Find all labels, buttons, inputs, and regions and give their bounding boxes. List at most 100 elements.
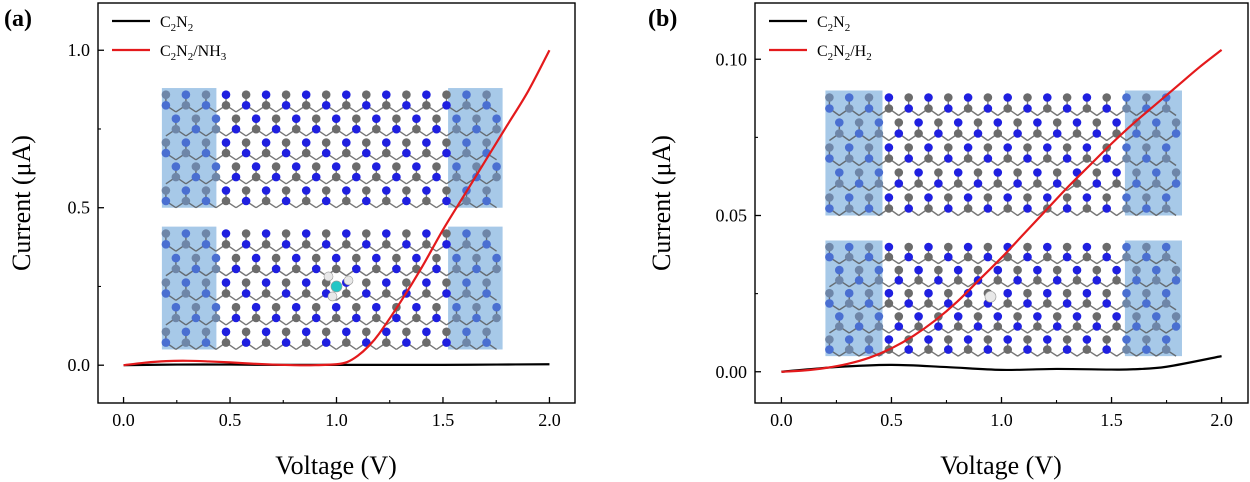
- inset-bottom-structure-atom: [161, 240, 171, 249]
- inset-bottom-structure-atom: [402, 240, 411, 249]
- x-tick-label: 1.5: [432, 410, 455, 430]
- inset-bottom-structure-atom: [1161, 335, 1171, 344]
- inset-bottom-structure-atom: [1033, 312, 1042, 321]
- inset-top-structure-atom: [311, 114, 321, 123]
- inset-top-structure-atom: [1161, 204, 1171, 213]
- legend-label: C2N2: [817, 14, 850, 34]
- inset-bottom-structure-atom: [1171, 322, 1181, 331]
- inset-top-structure-atom: [392, 114, 401, 123]
- inset-bottom-structure-atom: [432, 302, 441, 312]
- inset-bottom-structure-atom: [1092, 265, 1102, 275]
- inset-top-structure-atom: [171, 114, 181, 123]
- inset-top-structure-atom: [1013, 179, 1022, 188]
- inset-bottom-structure-atom: [1102, 242, 1111, 252]
- inset-top-structure-atom: [914, 129, 923, 138]
- inset-bottom-structure-atom: [844, 242, 854, 252]
- inset-top-structure-atom: [1161, 93, 1171, 102]
- inset-bottom-structure-atom: [181, 338, 191, 347]
- inset-bottom-structure-atom: [1152, 265, 1161, 275]
- inset-bottom-structure-atom: [1033, 322, 1042, 331]
- inset-top-structure-atom: [412, 162, 421, 171]
- inset-top-structure-atom: [382, 196, 391, 206]
- inset-bottom-structure-atom: [231, 302, 241, 312]
- inset-top-structure-atom: [482, 186, 491, 195]
- series-group-a: [123, 49, 551, 367]
- inset-top-structure-atom: [1112, 168, 1121, 177]
- inset-top-structure-atom: [462, 196, 471, 206]
- inset-bottom-structure-atom: [1072, 322, 1082, 331]
- inset-bottom-structure-atom: [1132, 265, 1141, 275]
- inset-bottom-structure-atom: [1142, 242, 1151, 252]
- inset-bottom-structure-atom: [342, 240, 351, 249]
- inset-top-structure-atom: [1082, 154, 1092, 163]
- inset-bottom-structure-atom: [1013, 276, 1022, 285]
- inset-top-structure-atom: [482, 138, 491, 147]
- series-line-c2n2-nh3: [123, 49, 551, 367]
- inset-bottom-structure-adsorbate-atom: [330, 280, 343, 293]
- inset-top-structure-atom: [402, 148, 411, 158]
- inset-bottom-structure-atom: [1013, 322, 1022, 331]
- inset-bottom-structure-atom: [362, 240, 371, 249]
- inset-bottom-structure-atom: [1112, 312, 1121, 321]
- inset-bottom-structure-atom: [1082, 252, 1092, 262]
- inset-top-structure-atom: [321, 186, 331, 195]
- inset-bottom-structure-atom: [171, 313, 181, 323]
- inset-bottom-structure-atom: [331, 253, 341, 263]
- inset-bottom-structure-atom: [462, 289, 471, 298]
- inset-top-structure-atom: [221, 148, 231, 158]
- inset-bottom-structure-atom: [835, 312, 844, 321]
- inset-top-structure-atom: [993, 179, 1003, 188]
- inset-top-structure-atom: [301, 196, 311, 206]
- inset-bottom-structure-atom: [402, 278, 411, 287]
- inset-bottom-structure-atom: [1142, 335, 1151, 344]
- inset-bottom-structure-atom: [944, 288, 953, 298]
- inset-bottom-structure-atom: [362, 327, 371, 337]
- inset-bottom-structure-atom: [281, 338, 291, 347]
- inset-bottom-structure-atom: [442, 338, 451, 347]
- inset-bottom-structure-atom: [1102, 345, 1111, 354]
- inset-bottom-structure-atom: [1132, 322, 1141, 331]
- inset-top-structure-atom: [201, 148, 211, 158]
- inset-bottom-structure-atom: [884, 252, 894, 262]
- x-tick-label: 0.5: [219, 410, 242, 430]
- inset-top-structure-atom: [472, 114, 481, 123]
- inset-bottom-structure-atom: [1072, 312, 1082, 321]
- inset-top-structure-atom: [301, 90, 311, 99]
- inset-bottom-structure-atom: [1072, 265, 1082, 275]
- inset-top-structure-atom: [1062, 204, 1072, 213]
- inset-top-structure-atom: [281, 90, 291, 99]
- inset-bottom-structure-atom: [944, 299, 953, 308]
- inset-top-structure-atom: [1033, 168, 1042, 177]
- inset-bottom-structure-atom: [251, 253, 261, 263]
- inset-top-structure-atom: [914, 168, 923, 177]
- inset-top-structure-atom: [462, 90, 471, 99]
- inset-bottom-structure-atom: [402, 229, 411, 238]
- inset-bottom-structure-atom: [362, 229, 371, 238]
- inset-bottom-structure-atom: [211, 264, 221, 274]
- inset-top-structure-atom: [1003, 204, 1012, 213]
- inset-top-structure-atom: [291, 162, 301, 171]
- inset-bottom-structure-atom: [924, 299, 933, 308]
- inset-top-structure-atom: [161, 186, 171, 195]
- inset-bottom-structure-atom: [372, 264, 381, 274]
- inset-bottom-structure-atom: [944, 242, 953, 252]
- inset-top-structure-atom: [1132, 168, 1141, 177]
- inset-top-structure-atom: [924, 154, 933, 163]
- inset-top-structure-atom: [422, 90, 431, 99]
- inset-top-structure-atom: [1052, 118, 1062, 127]
- inset-bottom-structure-atom: [352, 253, 361, 263]
- inset-top-structure-atom: [835, 129, 844, 138]
- inset-top-structure-atom: [934, 168, 943, 177]
- inset-top-structure-atom: [271, 124, 281, 134]
- inset-top-structure-atom: [331, 162, 341, 171]
- inset-bottom-structure-atom: [1043, 288, 1052, 298]
- inset-top-structure-atom: [884, 143, 894, 152]
- inset-bottom-structure-atom: [924, 242, 933, 252]
- inset-bottom-structure-atom: [825, 252, 834, 262]
- inset-top-structure-atom: [342, 90, 351, 99]
- inset-structure-b: [825, 90, 1182, 357]
- inset-bottom-structure-atom: [382, 289, 391, 298]
- inset-top-structure-atom: [914, 118, 923, 127]
- inset-top-structure-atom: [993, 118, 1003, 127]
